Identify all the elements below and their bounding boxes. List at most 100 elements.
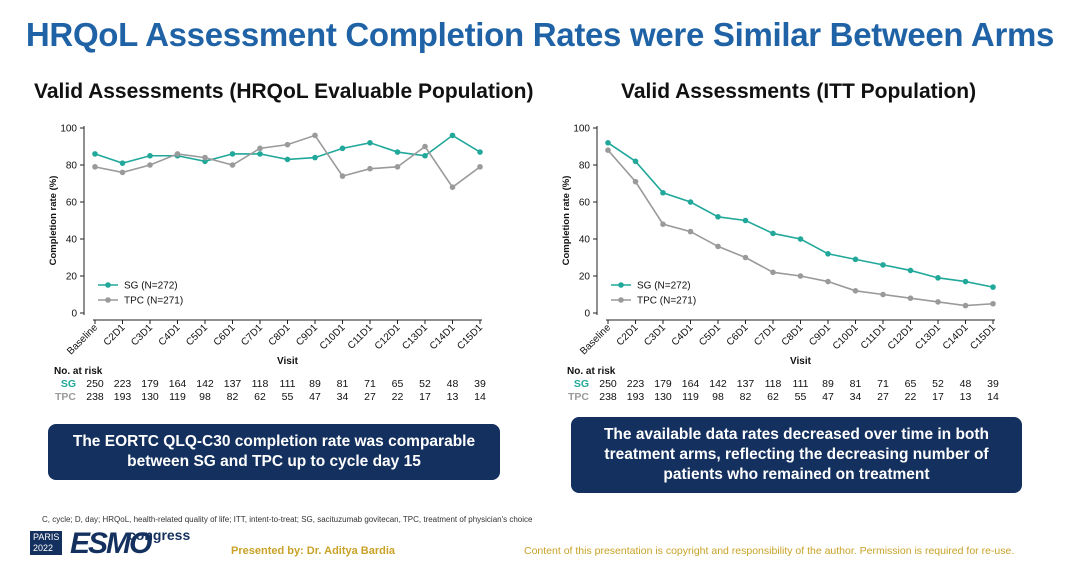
left-risk-sg-row: SG 250 223 179 164 142 137 118 111 89 81 71 65 52 48 3…: [46, 378, 506, 391]
risk-tpc-label: TPC: [55, 391, 76, 403]
page-title: HRQoL Assessment Completion Rates were S…: [25, 16, 1055, 53]
y-tick-label: 60: [66, 198, 78, 209]
x-tick-label: C13D1: [400, 322, 430, 352]
x-tick-label: C2D1: [102, 322, 128, 348]
risk-tpc-value: 47: [309, 391, 321, 403]
data-point-tpc: [119, 169, 126, 176]
data-point-tpc: [660, 221, 666, 227]
data-point-tpc: [687, 228, 694, 235]
data-point-tpc: [770, 269, 776, 276]
data-point-sg: [312, 154, 318, 161]
data-point-tpc: [449, 184, 456, 190]
y-axis-label: Completion rate (%): [561, 176, 572, 266]
x-tick-label: Baseline: [578, 322, 613, 357]
left-chart-title: Valid Assessments (HRQoL Evaluable Popul…: [34, 80, 534, 103]
risk-tpc-value: 130: [654, 391, 672, 403]
data-point-tpc: [632, 178, 639, 185]
risk-sg-value: 164: [168, 378, 187, 390]
risk-sg-value: 118: [251, 378, 269, 390]
data-point-tpc: [852, 288, 859, 294]
x-tick-label: C6D1: [212, 322, 238, 348]
data-point-tpc: [605, 147, 611, 153]
risk-sg-value: 142: [196, 378, 214, 390]
right-risk-title: No. at risk: [567, 366, 616, 377]
risk-tpc-value: 119: [169, 391, 186, 403]
risk-tpc-value: 22: [904, 391, 917, 403]
x-tick-label: C15D1: [968, 322, 998, 352]
data-point-tpc: [312, 132, 318, 139]
risk-sg-value: 71: [364, 378, 376, 390]
y-tick-label: 100: [573, 124, 590, 135]
risk-tpc-value: 238: [599, 391, 617, 403]
y-tick-label: 0: [71, 309, 77, 320]
data-point-tpc: [339, 173, 346, 179]
legend-marker-tpc: [618, 297, 624, 303]
data-point-sg: [962, 278, 969, 285]
x-axis-label: Visit: [277, 356, 299, 367]
right-callout: The available data rates decreased over …: [571, 417, 1022, 493]
x-tick-label: C9D1: [294, 322, 320, 348]
risk-sg-value: 39: [987, 378, 999, 390]
data-point-sg: [907, 267, 914, 274]
data-point-tpc: [367, 165, 373, 172]
data-point-tpc: [880, 291, 886, 298]
data-point-sg: [339, 145, 346, 152]
x-tick-label: C5D1: [697, 322, 723, 348]
risk-sg-value: 111: [792, 378, 809, 390]
data-point-sg: [880, 262, 886, 268]
risk-tpc-value: 27: [364, 391, 376, 403]
risk-sg-value: 111: [279, 378, 296, 390]
x-tick-label: C7D1: [752, 322, 778, 348]
logo-year: 2022: [33, 543, 54, 553]
data-point-sg: [660, 189, 666, 196]
risk-tpc-value: 27: [877, 391, 889, 403]
x-tick-label: C12D1: [373, 322, 403, 352]
risk-tpc-value: 82: [226, 391, 239, 403]
series-line-sg: [607, 142, 994, 288]
data-point-tpc: [477, 164, 483, 170]
x-tick-label: C14D1: [428, 322, 458, 352]
x-tick-label: C10D1: [831, 322, 861, 352]
risk-sg-value: 89: [309, 378, 321, 390]
risk-sg-value: 71: [877, 378, 889, 390]
data-point-tpc: [797, 273, 804, 279]
risk-sg-value: 118: [764, 378, 782, 390]
y-tick-label: 80: [66, 161, 78, 172]
risk-sg-value: 48: [959, 378, 972, 390]
risk-sg-value: 81: [849, 378, 862, 390]
risk-sg-value: 250: [86, 378, 104, 390]
risk-sg-value: 179: [654, 378, 672, 390]
risk-tpc-value: 14: [474, 391, 486, 403]
left-chart: 0 20 40 60 80 100 Baseline C2D1 C3D1 C4D1 C5D1 C6D1…: [48, 124, 485, 368]
risk-tpc-value: 193: [113, 391, 132, 403]
logo-congress-text: congress: [128, 527, 191, 543]
x-tick-label: C11D1: [859, 322, 889, 352]
risk-tpc-value: 82: [739, 391, 752, 403]
risk-sg-value: 52: [932, 378, 944, 390]
risk-sg-value: 179: [141, 378, 159, 390]
x-tick-label: C12D1: [886, 322, 916, 352]
logo-city: PARIS: [33, 532, 60, 542]
risk-tpc-value: 13: [959, 391, 972, 403]
x-tick-label: C5D1: [184, 322, 210, 348]
x-tick-label: C9D1: [807, 322, 833, 348]
abbreviations-footnote: C, cycle; D, day; HRQoL, health-related …: [42, 515, 533, 524]
copyright-notice: Content of this presentation is copyrigh…: [524, 545, 1015, 557]
data-point-sg: [257, 151, 263, 157]
data-point-sg: [935, 275, 941, 281]
risk-tpc-value: 22: [391, 391, 404, 403]
data-point-sg: [770, 230, 776, 237]
risk-tpc-value: 193: [626, 391, 645, 403]
risk-tpc-value: 130: [141, 391, 159, 403]
right-risk-tpc-row: TPC 238 193 130 119 98 82 62 55 47 34 27 22 17 13 14: [559, 391, 1019, 404]
data-point-sg: [119, 160, 126, 166]
risk-sg-value: 223: [626, 378, 645, 390]
y-tick-label: 100: [60, 124, 77, 135]
data-point-sg: [687, 199, 694, 205]
risk-sg-value: 137: [223, 378, 242, 390]
data-point-tpc: [147, 162, 153, 168]
risk-sg-value: 142: [709, 378, 727, 390]
data-point-sg: [825, 251, 831, 257]
risk-tpc-value: 62: [767, 391, 779, 403]
data-point-sg: [715, 214, 721, 220]
